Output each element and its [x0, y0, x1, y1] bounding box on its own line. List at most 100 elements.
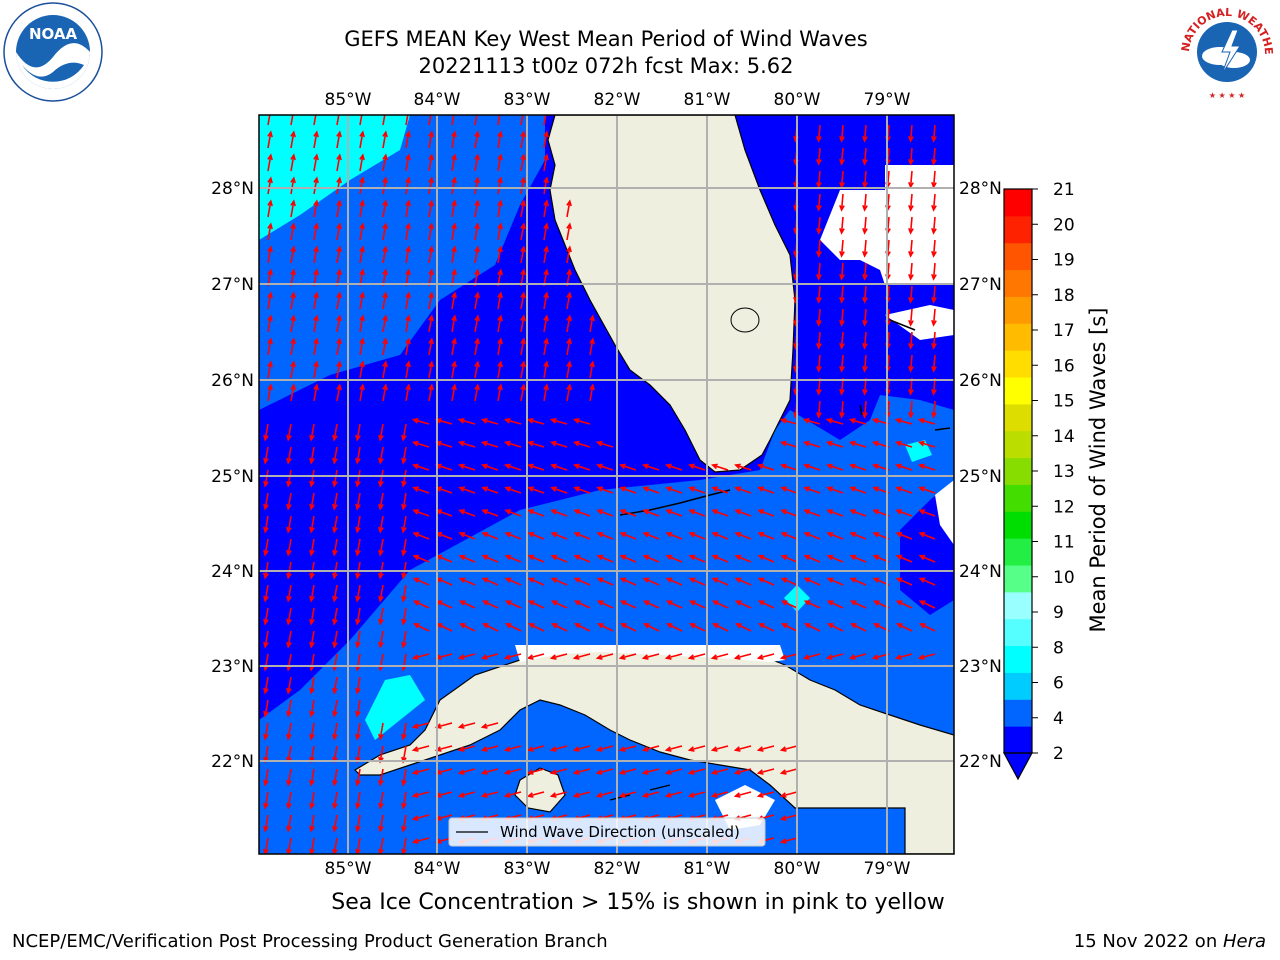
- wind-wave-arrow: [359, 115, 363, 126]
- wind-wave-arrowhead: [401, 503, 407, 511]
- wind-wave-arrowhead: [355, 595, 361, 603]
- wind-wave-arrowhead: [474, 337, 480, 345]
- wind-wave-arrowhead: [332, 457, 338, 465]
- wind-wave-arrowhead: [286, 480, 292, 488]
- wind-wave-arrow: [310, 630, 315, 647]
- wind-wave-arrowhead: [862, 319, 868, 327]
- wind-wave-arrowhead: [641, 746, 649, 752]
- wind-wave-arrow: [405, 178, 410, 195]
- wind-wave-arrow: [689, 486, 706, 494]
- wind-wave-arrowhead: [355, 457, 361, 465]
- wind-wave-arrowhead: [359, 222, 365, 230]
- wind-wave-arrow: [405, 155, 410, 172]
- wind-wave-arrow: [620, 653, 637, 659]
- wind-wave-arrowhead: [711, 463, 718, 470]
- wind-wave-arrow: [520, 224, 525, 241]
- wind-wave-arrow: [264, 745, 269, 762]
- wind-wave-arrowhead: [931, 227, 937, 235]
- wind-wave-arrowhead: [871, 418, 879, 424]
- wind-wave-arrowhead: [779, 746, 787, 752]
- wind-wave-arrow: [896, 464, 913, 471]
- wind-wave-arrowhead: [401, 641, 407, 649]
- wind-wave-arrow: [287, 814, 292, 831]
- wind-wave-arrowhead: [849, 623, 857, 629]
- wind-wave-arrow: [758, 464, 775, 471]
- wind-wave-arrow: [781, 555, 798, 563]
- wind-wave-arrowhead: [405, 130, 411, 138]
- wind-wave-arrow: [909, 193, 913, 211]
- wind-wave-arrow: [310, 722, 315, 739]
- wind-wave-arrow: [267, 132, 272, 149]
- wind-wave-arrowhead: [267, 383, 273, 391]
- wind-wave-arrow: [528, 555, 545, 563]
- wind-wave-arrow: [413, 837, 430, 843]
- wind-wave-arrow: [428, 178, 433, 195]
- wind-wave-arrow: [459, 418, 476, 425]
- wind-wave-arrow: [310, 791, 315, 808]
- wind-wave-arrow: [356, 423, 361, 440]
- wind-wave-arrow: [782, 577, 798, 586]
- colorbar-tick-label: 11: [1053, 533, 1075, 553]
- wind-wave-arrowhead: [665, 463, 672, 470]
- wind-wave-arrowhead: [931, 319, 937, 327]
- wind-wave-arrow: [336, 316, 341, 333]
- wind-wave-arrowhead: [849, 577, 857, 583]
- wind-wave-arrow: [451, 115, 455, 126]
- lon-tick-label-bottom: 80°W: [774, 859, 821, 879]
- wind-wave-arrow: [267, 178, 272, 195]
- wind-wave-arrow: [528, 486, 545, 494]
- colorbar-tick-label: 17: [1053, 321, 1075, 341]
- wind-wave-arrow: [543, 316, 548, 333]
- wind-wave-arrowhead: [497, 337, 503, 345]
- wind-wave-arrow: [382, 155, 387, 172]
- colorbar-segment: [1004, 430, 1032, 459]
- wind-wave-arrow: [851, 623, 867, 632]
- wind-wave-arrowhead: [481, 486, 488, 492]
- wind-wave-arrowhead: [527, 531, 535, 538]
- bahamas-islands: [859, 319, 951, 431]
- wind-wave-arrow: [551, 768, 568, 774]
- wind-wave-arrowhead: [332, 618, 338, 626]
- wind-wave-arrowhead: [566, 337, 572, 345]
- wind-wave-arrowhead: [816, 158, 822, 166]
- wind-wave-arrowhead: [595, 746, 603, 752]
- wind-wave-arrowhead: [458, 577, 466, 583]
- wind-wave-arrowhead: [595, 769, 603, 775]
- wind-wave-arrowhead: [336, 245, 342, 253]
- wind-wave-arrow: [840, 193, 844, 211]
- wind-wave-arrowhead: [401, 434, 407, 442]
- wind-wave-arrowhead: [520, 130, 526, 138]
- wind-wave-arrow: [333, 791, 338, 808]
- wind-wave-arrow: [620, 745, 637, 751]
- wind-wave-arrowhead: [401, 825, 407, 833]
- wind-wave-arrow: [896, 486, 913, 494]
- wind-wave-arrowhead: [290, 314, 296, 322]
- wind-wave-arrowhead: [816, 181, 822, 189]
- wind-wave-arrowhead: [619, 486, 626, 492]
- wind-wave-arrow: [267, 385, 272, 402]
- wind-wave-arrow: [402, 584, 407, 601]
- wind-wave-arrow: [520, 316, 525, 333]
- wind-wave-arrowhead: [411, 418, 419, 424]
- wind-wave-arrow: [758, 653, 775, 659]
- wind-wave-arrow: [267, 201, 272, 218]
- wind-wave-arrow: [382, 385, 387, 402]
- wind-wave-arrow: [827, 509, 844, 517]
- wind-wave-arrow: [666, 464, 683, 471]
- wind-wave-arrowhead: [908, 365, 914, 373]
- wind-wave-arrow: [804, 532, 821, 540]
- wind-wave-arrow: [356, 814, 361, 831]
- wind-wave-arrowhead: [642, 600, 650, 606]
- wind-wave-arrow: [333, 538, 338, 555]
- wind-wave-arrowhead: [757, 554, 765, 561]
- colorbar-segment: [1004, 403, 1032, 432]
- wind-wave-arrowhead: [734, 577, 742, 583]
- wind-wave-arrowhead: [931, 388, 937, 396]
- wind-wave-arrow: [896, 441, 913, 448]
- wind-wave-arrowhead: [931, 411, 937, 419]
- wind-wave-arrowhead: [895, 577, 903, 583]
- wind-wave-arrow: [597, 532, 614, 540]
- wind-wave-arrowhead: [734, 600, 742, 606]
- wind-wave-arrow: [287, 446, 292, 463]
- wind-wave-arrowhead: [572, 792, 580, 798]
